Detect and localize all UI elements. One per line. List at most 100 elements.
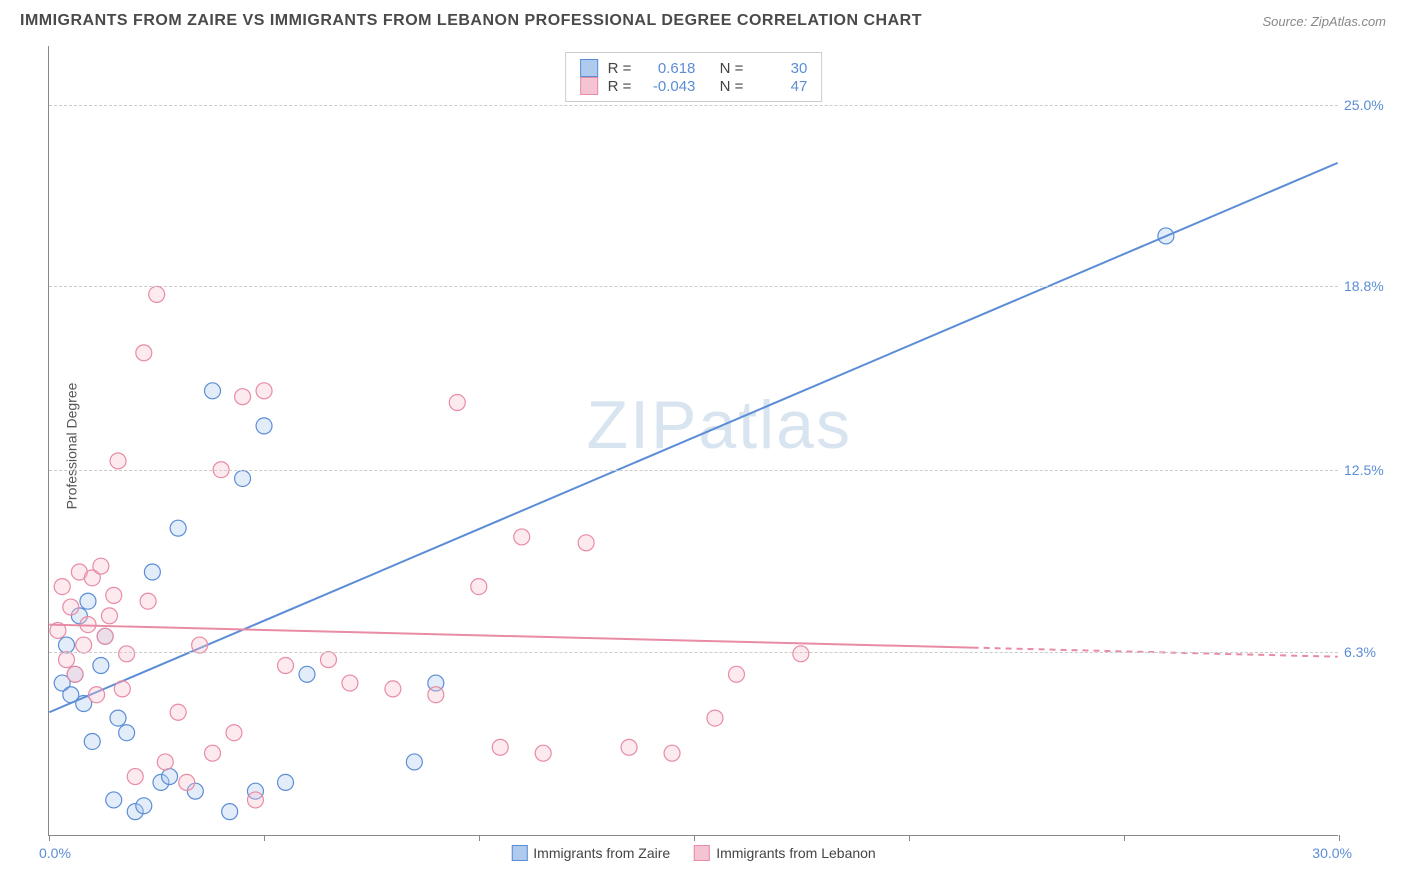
data-point: [157, 754, 173, 770]
data-point: [492, 739, 508, 755]
data-point: [621, 739, 637, 755]
data-point: [162, 769, 178, 785]
data-point: [449, 395, 465, 411]
data-point: [54, 579, 70, 595]
gridline: [49, 286, 1338, 287]
data-point: [63, 599, 79, 615]
data-point: [140, 593, 156, 609]
data-point: [205, 745, 221, 761]
data-point: [106, 587, 122, 603]
stat-r-label: R =: [608, 60, 632, 77]
trend-line: [49, 625, 972, 648]
stat-n-label2: N =: [720, 78, 744, 95]
data-point: [514, 529, 530, 545]
data-point: [127, 769, 143, 785]
gridline: [49, 105, 1338, 106]
data-point: [119, 646, 135, 662]
data-point: [247, 792, 263, 808]
legend-swatch-lebanon: [694, 845, 710, 861]
data-point: [93, 558, 109, 574]
data-point: [114, 681, 130, 697]
data-point: [385, 681, 401, 697]
legend-label-lebanon: Immigrants from Lebanon: [716, 845, 876, 861]
stats-row-zaire: R = 0.618 N = 30: [580, 59, 808, 77]
legend-item-zaire: Immigrants from Zaire: [511, 845, 670, 861]
data-point: [535, 745, 551, 761]
data-point: [278, 774, 294, 790]
data-point: [106, 792, 122, 808]
data-point: [664, 745, 680, 761]
legend-bottom: Immigrants from Zaire Immigrants from Le…: [511, 845, 875, 861]
data-point: [84, 733, 100, 749]
y-tick-label: 12.5%: [1344, 462, 1400, 478]
legend-label-zaire: Immigrants from Zaire: [533, 845, 670, 861]
stat-r-label2: R =: [608, 78, 632, 95]
source-label: Source: ZipAtlas.com: [1262, 14, 1386, 29]
data-point: [149, 286, 165, 302]
data-point: [59, 652, 75, 668]
data-point: [793, 646, 809, 662]
x-tick: [1339, 835, 1340, 841]
swatch-lebanon: [580, 77, 598, 95]
stat-r-lebanon: -0.043: [641, 78, 695, 95]
data-point: [222, 804, 238, 820]
legend-swatch-zaire: [511, 845, 527, 861]
data-point: [235, 470, 251, 486]
x-tick: [49, 835, 50, 841]
data-point: [76, 637, 92, 653]
data-point: [192, 637, 208, 653]
x-tick: [1124, 835, 1125, 841]
stat-n-label: N =: [720, 60, 744, 77]
data-point: [110, 710, 126, 726]
data-point: [205, 383, 221, 399]
x-tick: [909, 835, 910, 841]
legend-item-lebanon: Immigrants from Lebanon: [694, 845, 876, 861]
data-point: [278, 658, 294, 674]
chart-title: IMMIGRANTS FROM ZAIRE VS IMMIGRANTS FROM…: [20, 12, 922, 30]
data-point: [67, 666, 83, 682]
x-tick: [479, 835, 480, 841]
chart-plot-area: ZIPatlas R = 0.618 N = 30 R = -0.043 N =…: [48, 46, 1338, 836]
data-point: [428, 687, 444, 703]
stat-n-lebanon: 47: [753, 78, 807, 95]
data-point: [170, 704, 186, 720]
data-point: [136, 345, 152, 361]
data-point: [93, 658, 109, 674]
data-point: [110, 453, 126, 469]
y-tick-label: 25.0%: [1344, 97, 1400, 113]
x-tick: [264, 835, 265, 841]
x-axis-max: 30.0%: [1312, 845, 1352, 861]
data-point: [320, 652, 336, 668]
data-point: [707, 710, 723, 726]
data-point: [256, 383, 272, 399]
data-point: [728, 666, 744, 682]
stat-r-zaire: 0.618: [641, 60, 695, 77]
y-tick-label: 18.8%: [1344, 278, 1400, 294]
data-point: [144, 564, 160, 580]
data-point: [136, 798, 152, 814]
x-axis-min: 0.0%: [39, 845, 71, 861]
stat-n-zaire: 30: [753, 60, 807, 77]
data-point: [235, 389, 251, 405]
data-point: [256, 418, 272, 434]
data-point: [226, 725, 242, 741]
data-point: [80, 593, 96, 609]
data-point: [578, 535, 594, 551]
y-tick-label: 6.3%: [1344, 644, 1400, 660]
stats-row-lebanon: R = -0.043 N = 47: [580, 77, 808, 95]
gridline: [49, 652, 1338, 653]
gridline: [49, 470, 1338, 471]
data-point: [299, 666, 315, 682]
swatch-zaire: [580, 59, 598, 77]
correlation-stats-box: R = 0.618 N = 30 R = -0.043 N = 47: [565, 52, 823, 102]
data-point: [97, 628, 113, 644]
x-tick: [694, 835, 695, 841]
plot-svg: [49, 46, 1338, 835]
data-point: [101, 608, 117, 624]
data-point: [471, 579, 487, 595]
data-point: [59, 637, 75, 653]
data-point: [179, 774, 195, 790]
data-point: [342, 675, 358, 691]
data-point: [170, 520, 186, 536]
data-point: [89, 687, 105, 703]
